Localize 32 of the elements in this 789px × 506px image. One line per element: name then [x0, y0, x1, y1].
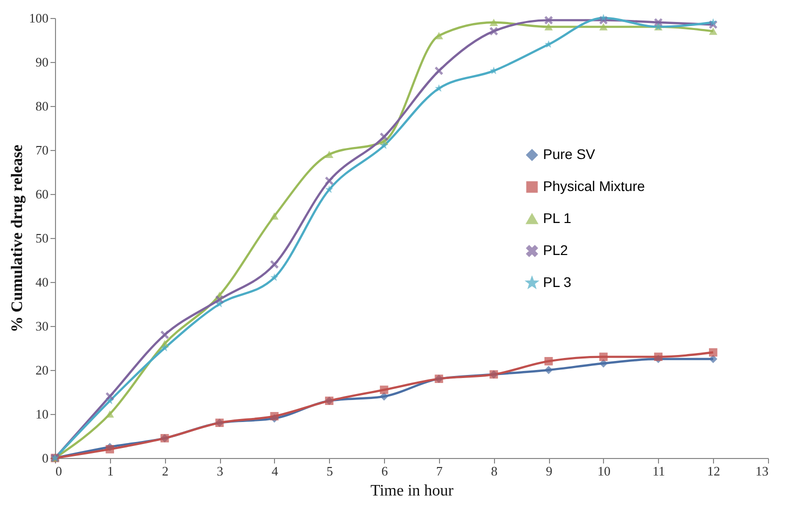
y-tick-label: 0 [42, 450, 48, 466]
y-tick-label: 100 [29, 10, 48, 26]
x-tick-label: 6 [381, 464, 388, 478]
legend-label: PL2 [543, 242, 568, 258]
x-tick-label: 8 [491, 464, 498, 478]
y-tick-label: 80 [36, 98, 48, 114]
x-tick-label: 0 [56, 464, 62, 478]
y-tick-label: 70 [36, 142, 48, 158]
x-tick-label: 10 [597, 464, 610, 478]
x-tick-label: 5 [326, 464, 333, 478]
y-axis-title: % Cumulative drug release [9, 144, 26, 332]
x-tick-label: 13 [756, 464, 768, 478]
y-tick-label: 50 [36, 230, 48, 246]
legend-label: Physical Mixture [543, 178, 646, 194]
legend-label: PL 1 [543, 210, 572, 226]
x-tick-label: 2 [162, 464, 168, 478]
y-tick-label: 20 [36, 362, 48, 378]
x-tick-label: 4 [272, 464, 279, 478]
y-tick-label: 30 [36, 318, 48, 334]
y-tick-label: 60 [36, 186, 48, 202]
y-tick-label: 90 [36, 54, 48, 70]
legend-label: PL 3 [543, 274, 572, 290]
x-axis-title: Time in hour [370, 482, 454, 500]
x-tick-label: 1 [107, 464, 114, 478]
x-tick-label: 12 [707, 464, 720, 478]
legend-label: Pure SV [543, 146, 596, 162]
x-tick-label: 11 [652, 464, 666, 478]
x-tick-label: 9 [546, 464, 552, 478]
y-tick-label: 40 [36, 274, 48, 290]
x-tick-label: 3 [216, 464, 224, 478]
y-tick-label: 10 [36, 406, 48, 422]
x-tick-label: 7 [436, 464, 444, 478]
